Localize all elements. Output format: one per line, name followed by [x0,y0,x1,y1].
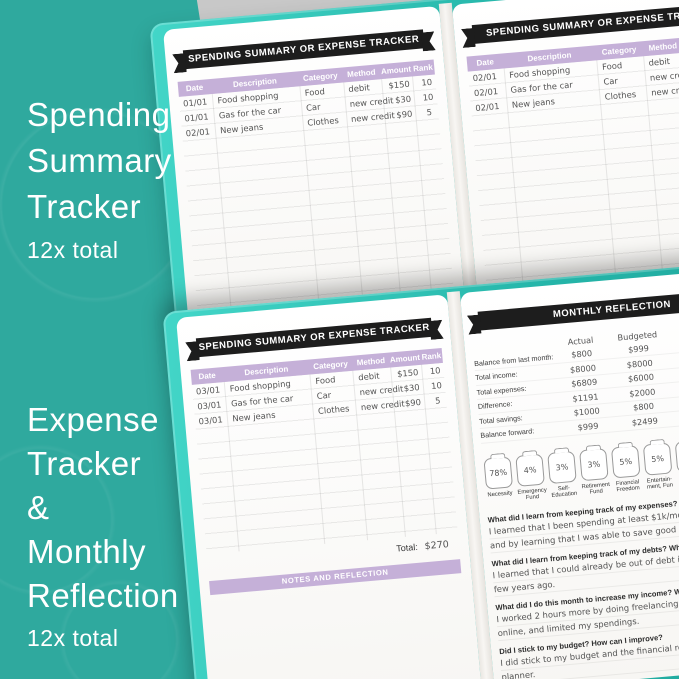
jar-item: 5% Financial Freedom [609,439,643,495]
cell-category: Clothes [306,115,340,128]
banner-text: MONTHLY REFLECTION [552,298,672,321]
marketing-line: Monthly [27,533,147,570]
cell-date: 03/01 [198,414,224,427]
col-header-amount: Amount [389,352,421,365]
marketing-line: Tracker [27,445,142,482]
total-value: $270 [424,538,450,552]
budget-summary: Actual Budgeted Ne Balance from last mon… [464,314,679,444]
jar-label: Emergency Fund [517,486,547,502]
marketing-line: Expense [27,401,159,438]
jar-item: 78% Necessity [482,450,516,506]
jar-label: Entertain- ment, Fun [646,475,674,491]
cell-date: 02/01 [185,126,211,139]
jar-item: 4% Emergency Fund [514,447,548,503]
page-monthly-reflection: MONTHLY REFLECTION Actual Budgeted Ne Ba… [459,267,679,679]
cell-method: new credit [650,83,679,98]
col-header-date: Date [185,82,204,94]
jar-label: Self- Education [551,484,578,500]
col-header-method: Method [356,355,386,368]
marketing-line: & [27,489,50,526]
total-label: Total: [395,541,419,554]
cell-method: new credit [360,398,406,413]
page-banner: SPENDING SUMMARY OR EXPENSE TRACKER [471,2,679,45]
col-header-rank: Rank [412,62,434,74]
jar-label: Necessity [487,489,513,499]
jar-icon: 4% [515,453,545,487]
notebook-spread-bottom: SPENDING SUMMARY OR EXPENSE TRACKER Date… [162,257,679,679]
marketing-line: Tracker [27,188,142,225]
col-header-date: Date [198,370,217,382]
marketing-line: Summary [27,142,172,179]
jar-item: 3% Retirement Fund [578,441,612,497]
cell-amount: $90 [395,108,413,120]
col-header-date: Date [476,57,495,68]
jar-label: Retirement Fund [581,481,611,496]
jar-icon: 78% [483,455,513,490]
col-header-method: Method [648,41,678,53]
table-body: 03/01 03/01 03/01 Food shopping Gas for … [191,362,459,555]
jar-icon: 5% [642,441,673,476]
jar-icon: 3% [579,447,609,481]
cell-amount: $90 [404,396,422,409]
cell-rank: 5 [434,395,441,406]
column-description: Food shopping Gas for the car New jeans [224,374,325,552]
jar-item: 3% Self- Education [546,444,580,500]
marketing-subtitle: 12x total [27,237,119,263]
col-header-rank: Rank [421,351,442,362]
marketing-subtitle: 12x total [27,625,119,651]
cell-date: 02/01 [474,100,500,114]
jar-label: Financial Freedom [615,478,640,494]
banner-text: SPENDING SUMMARY OR EXPENSE TRACKER [198,321,431,354]
banner-text: SPENDING SUMMARY OR EXPENSE TRACKER [187,33,420,65]
reflection-questions: What did I learn from keeping track of m… [479,480,679,679]
cell-category: Clothes [317,403,350,416]
jar-icon: 3% [547,450,577,484]
page-tracker-bottom-left: SPENDING SUMMARY OR EXPENSE TRACKER Date… [176,294,482,679]
summary-actual: $999 [577,420,599,433]
marketing-text-expense-tracker: Expense Tracker & Monthly Reflection 12x… [27,398,179,652]
jar-icon: 5% [610,444,641,478]
col-header-amount: Amount [380,64,412,77]
marketing-line: Spending [27,96,171,133]
banner-text: SPENDING SUMMARY OR EXPENSE TRACKER [485,7,679,39]
cell-category: Clothes [604,89,637,102]
summary-budgeted: $2499 [631,415,659,428]
jar-icon: 2% [674,439,679,473]
cell-method: new credit [350,110,396,124]
col-header-method: Method [346,67,376,80]
marketing-text-spending-summary: Spending Summary Tracker 12x total [27,92,172,264]
cell-rank: 5 [426,106,433,118]
col-header-category: Category [312,359,349,372]
col-header-category: Category [302,70,339,83]
jar-item: 5% Entertain- ment, Fun [641,436,675,492]
col-header-category: Category [601,44,637,57]
col-header-net: Ne [666,325,679,338]
marketing-line: Reflection [27,577,179,614]
